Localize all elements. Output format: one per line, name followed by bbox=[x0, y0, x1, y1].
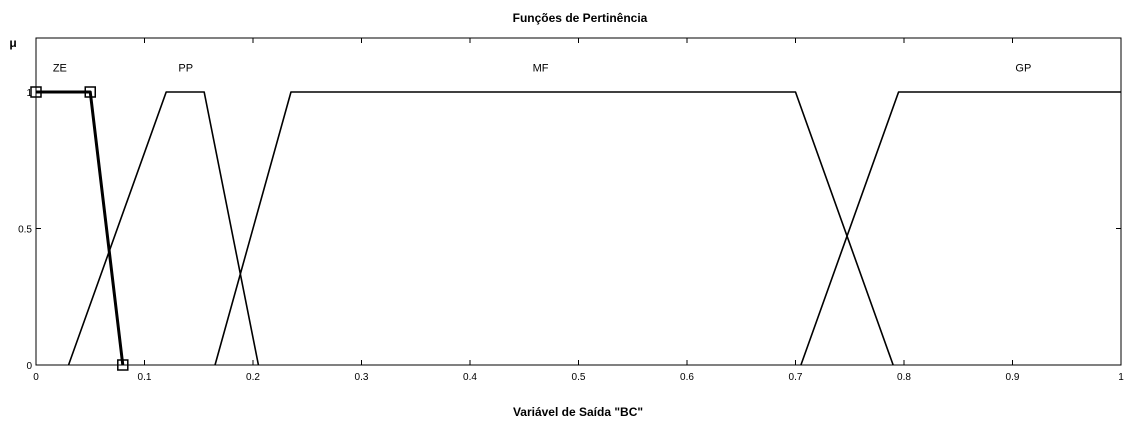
series-label-pp: PP bbox=[178, 62, 193, 74]
chart-title: Funções de Pertinência bbox=[513, 11, 648, 25]
x-tick-label: 0.3 bbox=[355, 372, 369, 383]
y-axis-label: μ bbox=[9, 36, 16, 50]
plot-area bbox=[35, 37, 1122, 366]
x-tick-label: 0.2 bbox=[246, 372, 260, 383]
y-tick-label: 0 bbox=[26, 361, 32, 372]
x-tick-label: 0.1 bbox=[138, 372, 152, 383]
membership-curve-pp[interactable] bbox=[67, 91, 260, 366]
membership-curve-ze[interactable] bbox=[36, 90, 125, 366]
x-tick-label: 0.6 bbox=[680, 372, 694, 383]
x-tick-label: 0.7 bbox=[789, 372, 803, 383]
membership-curve-mf[interactable] bbox=[214, 91, 894, 366]
y-tick-label: 1 bbox=[26, 88, 32, 99]
series-label-gp: GP bbox=[1015, 62, 1031, 74]
x-tick-label: 0.9 bbox=[1006, 372, 1020, 383]
x-tick-label: 0.5 bbox=[572, 372, 586, 383]
curve-vertex-handle[interactable] bbox=[84, 86, 96, 98]
curve-vertex-handle[interactable] bbox=[117, 359, 129, 371]
curve-vertex-handle[interactable] bbox=[30, 86, 42, 98]
tick-layer: 0 0.1 0.2 0.3 0.4 0.5 0.6 0.7 0.8 0.9 1 0 0.5 1 bbox=[18, 38, 1124, 383]
membership-curve-gp[interactable] bbox=[800, 91, 1121, 366]
x-axis-label: Variável de Saída "BC" bbox=[513, 405, 643, 419]
series-layer bbox=[36, 90, 1121, 366]
series-label-mf: MF bbox=[533, 62, 549, 74]
y-tick-label: 0.5 bbox=[18, 225, 32, 236]
x-tick-label: 1 bbox=[1118, 372, 1124, 383]
series-label-layer: ZE PP MF GP bbox=[53, 62, 1031, 74]
x-tick-label: 0.4 bbox=[463, 372, 477, 383]
series-label-ze: ZE bbox=[53, 62, 67, 74]
x-tick-label: 0.8 bbox=[897, 372, 911, 383]
x-tick-label: 0 bbox=[33, 372, 39, 383]
handle-layer bbox=[30, 86, 129, 371]
